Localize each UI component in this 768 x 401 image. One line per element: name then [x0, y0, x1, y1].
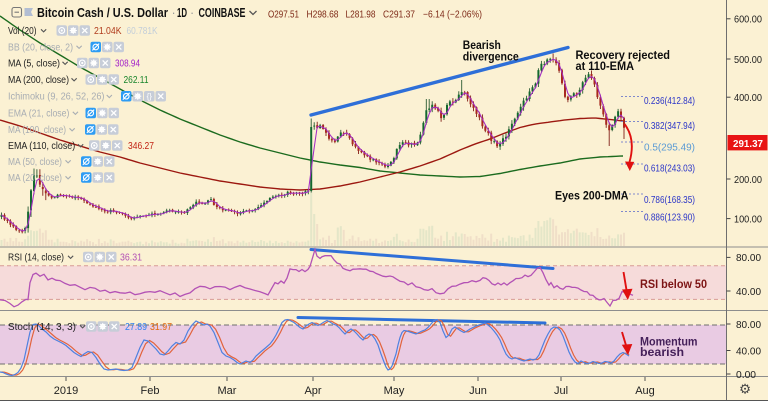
svg-text:divergence: divergence [463, 50, 519, 64]
svg-text:80.00: 80.00 [736, 319, 761, 331]
svg-text:RSI below 50: RSI below 50 [640, 277, 707, 291]
svg-text:0.00: 0.00 [736, 369, 756, 381]
svg-text:40.00: 40.00 [736, 286, 761, 298]
svg-text:BB (20, close, 2): BB (20, close, 2) [8, 43, 73, 54]
svg-text:Apr: Apr [304, 385, 321, 397]
svg-text:308.94: 308.94 [115, 59, 140, 70]
svg-text:Jul: Jul [554, 385, 568, 397]
svg-text:MA (50, close): MA (50, close) [8, 157, 62, 168]
svg-text:60.781K: 60.781K [127, 26, 158, 37]
svg-text:27.89: 27.89 [125, 322, 147, 333]
svg-text:36.31: 36.31 [120, 253, 142, 264]
svg-text:L281.98: L281.98 [346, 10, 376, 21]
svg-text:Aug: Aug [635, 385, 655, 397]
svg-text:MA (20, close): MA (20, close) [8, 173, 62, 184]
svg-text:0.786(168.35): 0.786(168.35) [644, 195, 695, 206]
svg-text:0.618(243.03): 0.618(243.03) [644, 163, 695, 174]
svg-text:1D: 1D [177, 6, 187, 20]
svg-text:·: · [172, 6, 176, 20]
svg-text:Recovery rejected: Recovery rejected [576, 48, 671, 62]
svg-text:80.00: 80.00 [736, 252, 761, 264]
svg-text:21.04K: 21.04K [94, 26, 122, 37]
svg-text:262.11: 262.11 [124, 75, 149, 86]
svg-text:COINBASE: COINBASE [199, 6, 246, 20]
svg-text:600.00: 600.00 [734, 14, 762, 26]
svg-text:0.5(295.49): 0.5(295.49) [644, 143, 695, 154]
svg-text:MA (5, close): MA (5, close) [8, 59, 60, 70]
svg-text:Momentum: Momentum [640, 335, 698, 349]
svg-text:MA (200, close): MA (200, close) [8, 75, 69, 86]
svg-text:0.382(347.94): 0.382(347.94) [644, 121, 695, 132]
svg-text:Mar: Mar [218, 385, 237, 397]
svg-text:bearish: bearish [640, 345, 684, 359]
svg-text:Feb: Feb [141, 385, 160, 397]
svg-text:0.236(412.84): 0.236(412.84) [644, 96, 695, 107]
svg-text:RSI (14, close): RSI (14, close) [8, 253, 64, 264]
svg-text:at 110-EMA: at 110-EMA [576, 59, 635, 73]
svg-text:200.00: 200.00 [734, 174, 762, 186]
svg-text:Vol (20): Vol (20) [8, 26, 37, 37]
svg-text:·: · [190, 6, 194, 20]
svg-text:Stoch (14, 3, 3): Stoch (14, 3, 3) [8, 322, 76, 333]
svg-text:100.00: 100.00 [734, 213, 762, 225]
svg-text:400.00: 400.00 [734, 92, 762, 104]
svg-text:Bearish: Bearish [463, 38, 501, 52]
svg-text:C291.37: C291.37 [383, 10, 415, 21]
svg-text:31.97: 31.97 [150, 322, 172, 333]
svg-text:MA (100, close): MA (100, close) [8, 125, 66, 136]
svg-text:−6.14 (−2.06%): −6.14 (−2.06%) [423, 10, 482, 21]
svg-text:0.886(123.90): 0.886(123.90) [644, 213, 695, 224]
svg-text:Jun: Jun [469, 385, 487, 397]
svg-text:291.37: 291.37 [733, 138, 763, 150]
svg-text:EMA (110, close): EMA (110, close) [8, 141, 75, 152]
svg-text:EMA (21, close): EMA (21, close) [8, 109, 69, 120]
svg-text:Eyes 200-DMA: Eyes 200-DMA [555, 189, 629, 203]
svg-text:⚙: ⚙ [739, 382, 751, 397]
svg-text:O297.51: O297.51 [268, 10, 299, 21]
svg-text:500.00: 500.00 [734, 54, 762, 66]
svg-text:40.00: 40.00 [736, 345, 761, 357]
svg-text:{}: {} [147, 92, 153, 101]
svg-text:2019: 2019 [54, 385, 78, 397]
svg-text:May: May [384, 385, 405, 397]
svg-text:Ichimoku (9, 26, 52, 26): Ichimoku (9, 26, 52, 26) [8, 92, 105, 103]
svg-text:Bitcoin Cash / U.S. Dollar: Bitcoin Cash / U.S. Dollar [37, 6, 168, 20]
svg-text:346.27: 346.27 [128, 141, 154, 152]
svg-text:H298.68: H298.68 [307, 10, 339, 21]
